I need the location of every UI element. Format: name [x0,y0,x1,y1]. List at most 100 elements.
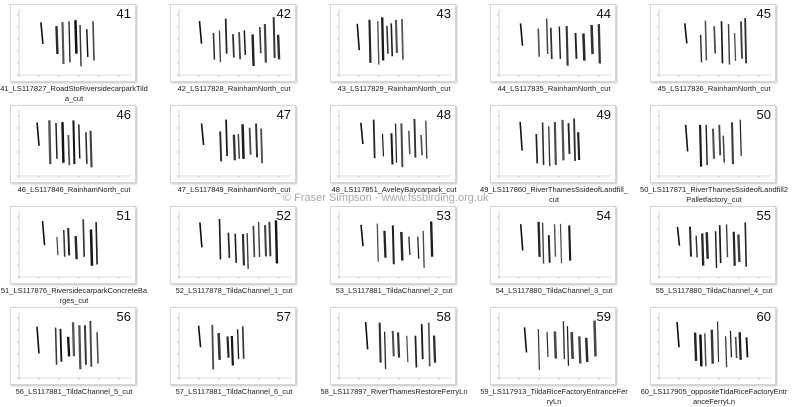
thumbnail-number: 57 [276,309,291,324]
file-thumbnail-item[interactable]: 50 50_LS117871_RiverThamesSsideofLandfill… [640,101,800,204]
spectrogram-image [177,9,291,77]
thumbnail-frame[interactable]: 58 [330,307,456,385]
spectrogram-image [657,9,771,77]
file-name-label[interactable]: 44_LS117835_RainhamNorth_cut [497,84,611,93]
thumbnail-frame[interactable]: 60 [650,307,776,385]
file-name-label[interactable]: 45_LS117836_RainhamNorth_cut [657,84,771,93]
file-name-label[interactable]: 49_LS117860_RiverThamesSsideofLandfill_c… [480,185,628,204]
thumbnail-frame[interactable]: 48 [330,105,456,183]
thumbnail-number: 58 [436,309,451,324]
spectrogram-image [337,211,451,279]
file-name-label[interactable]: 59_LS117913_TildaRiceFactoryEntranceFerr… [480,387,628,406]
file-name-label[interactable]: 47_LS117849_RainhamNorth_cut [177,185,291,194]
thumbnail-frame[interactable]: 51 [10,206,136,284]
spectrogram-image [17,312,131,380]
thumbnail-number: 60 [756,309,771,324]
thumbnail-number: 44 [596,6,611,21]
file-thumbnail-item[interactable]: 41 41_LS117827_RoadStoRiversidecarparkTil… [0,0,160,103]
file-name-label[interactable]: 54_LS117880_TildaChannel_3_cut [495,286,613,295]
thumbnail-number: 46 [116,107,131,122]
file-name-label[interactable]: 46_LS117846_RainhamNorth_cut [17,185,131,194]
file-thumbnail-item[interactable]: 46 46_LS117846_RainhamNorth_cut [0,101,160,202]
thumbnail-number: 54 [596,208,611,223]
file-thumbnail-item[interactable]: 42 42_LS117828_RainhamNorth_cut [160,0,320,101]
spectrogram-image [497,211,611,279]
spectrogram-image [657,211,771,279]
file-thumbnail-item[interactable]: 47 47_LS117849_RainhamNorth_cut [160,101,320,202]
thumbnail-number: 53 [436,208,451,223]
file-name-label[interactable]: 58_LS117897_RiverThamesRestoreFerryLn [320,387,468,396]
file-thumbnail-item[interactable]: 48 48_LS117851_AveleyBaycarpark_cut [320,101,480,202]
spectrogram-image [497,312,611,380]
file-thumbnail-item[interactable]: 56 56_LS117881_TildaChannel_5_cut [0,303,160,404]
thumbnail-frame[interactable]: 59 [490,307,616,385]
spectrogram-image [17,110,131,178]
thumbnail-number: 52 [276,208,291,223]
file-thumbnail-item[interactable]: 43 43_LS117829_RainhamNorth_cut [320,0,480,101]
thumbnail-number: 45 [756,6,771,21]
file-thumbnail-item[interactable]: 45 45_LS117836_RainhamNorth_cut [640,0,800,101]
spectrogram-image [497,9,611,77]
thumbnail-frame[interactable]: 49 [490,105,616,183]
thumbnail-number: 41 [116,6,131,21]
thumbnail-frame[interactable]: 41 [10,4,136,82]
file-name-label[interactable]: 55_LS117880_TildaChannel_4_cut [655,286,773,295]
file-name-label[interactable]: 48_LS117851_AveleyBaycarpark_cut [331,185,457,194]
thumbnail-number: 47 [276,107,291,122]
thumbnail-frame[interactable]: 57 [170,307,296,385]
file-name-label[interactable]: 60_LS117905_oppositeTidaRiceFactoryEntra… [640,387,788,406]
file-name-label[interactable]: 43_LS117829_RainhamNorth_cut [337,84,451,93]
thumbnail-number: 50 [756,107,771,122]
thumbnail-number: 48 [436,107,451,122]
file-thumbnail-item[interactable]: 60 60_LS117905_oppositeTidaRiceFactoryEnt… [640,303,800,406]
thumbnail-frame[interactable]: 56 [10,307,136,385]
thumbnail-frame[interactable]: 53 [330,206,456,284]
file-thumbnail-item[interactable]: 44 44_LS117835_RainhamNorth_cut [480,0,640,101]
spectrogram-image [177,110,291,178]
spectrogram-image [177,211,291,279]
file-name-label[interactable]: 57_LS117881_TildaChannel_6_cut [175,387,293,396]
file-thumbnail-item[interactable]: 59 59_LS117913_TildaRiceFactoryEntranceFe… [480,303,640,406]
spectrogram-image [497,110,611,178]
thumbnail-frame[interactable]: 47 [170,105,296,183]
thumbnail-number: 43 [436,6,451,21]
spectrogram-image [177,312,291,380]
file-thumbnail-item[interactable]: 54 54_LS117880_TildaChannel_3_cut [480,202,640,303]
spectrogram-image [17,9,131,77]
thumbnail-number: 42 [276,6,291,21]
spectrogram-image [337,110,451,178]
file-name-label[interactable]: 41_LS117827_RoadStoRiversidecarparkTilda… [0,84,148,103]
thumbnail-number: 59 [596,309,611,324]
thumbnail-number: 55 [756,208,771,223]
thumbnail-number: 56 [116,309,131,324]
file-thumbnail-item[interactable]: 58 58_LS117897_RiverThamesRestoreFerryLn [320,303,480,404]
file-thumbnail-item[interactable]: 57 57_LS117881_TildaChannel_6_cut [160,303,320,404]
file-thumbnail-item[interactable]: 55 55_LS117880_TildaChannel_4_cut [640,202,800,303]
file-name-label[interactable]: 42_LS117828_RainhamNorth_cut [177,84,291,93]
file-name-label[interactable]: 51_LS117876_RiversidecarparkConcreteBarg… [0,286,148,305]
thumbnail-frame[interactable]: 46 [10,105,136,183]
thumbnail-frame[interactable]: 43 [330,4,456,82]
spectrogram-image [337,9,451,77]
file-thumbnail-item[interactable]: 49 49_LS117860_RiverThamesSsideofLandfill… [480,101,640,204]
file-name-label[interactable]: 53_LS117881_TildaChannel_2_cut [335,286,453,295]
file-thumbnail-item[interactable]: 52 52_LS117878_TildaChannel_1_cut [160,202,320,303]
spectrogram-image [657,312,771,380]
thumbnail-frame[interactable]: 45 [650,4,776,82]
file-thumbnail-item[interactable]: 53 53_LS117881_TildaChannel_2_cut [320,202,480,303]
file-name-label[interactable]: 52_LS117878_TildaChannel_1_cut [175,286,293,295]
thumbnail-number: 49 [596,107,611,122]
file-thumbnail-item[interactable]: 51 51_LS117876_RiversidecarparkConcreteBa… [0,202,160,305]
thumbnail-frame[interactable]: 52 [170,206,296,284]
thumbnail-frame[interactable]: 54 [490,206,616,284]
spectrogram-image [337,312,451,380]
file-name-label[interactable]: 50_LS117871_RiverThamesSsideofLandfill2P… [640,185,788,204]
thumbnail-number: 51 [116,208,131,223]
thumbnail-frame[interactable]: 42 [170,4,296,82]
thumbnail-frame[interactable]: 50 [650,105,776,183]
thumbnail-frame[interactable]: 55 [650,206,776,284]
watermark: © Fraser Simpson · www.fssbirding.org.uk [283,192,489,204]
spectrogram-image [657,110,771,178]
thumbnail-frame[interactable]: 44 [490,4,616,82]
file-name-label[interactable]: 56_LS117881_TildaChannel_5_cut [15,387,133,396]
